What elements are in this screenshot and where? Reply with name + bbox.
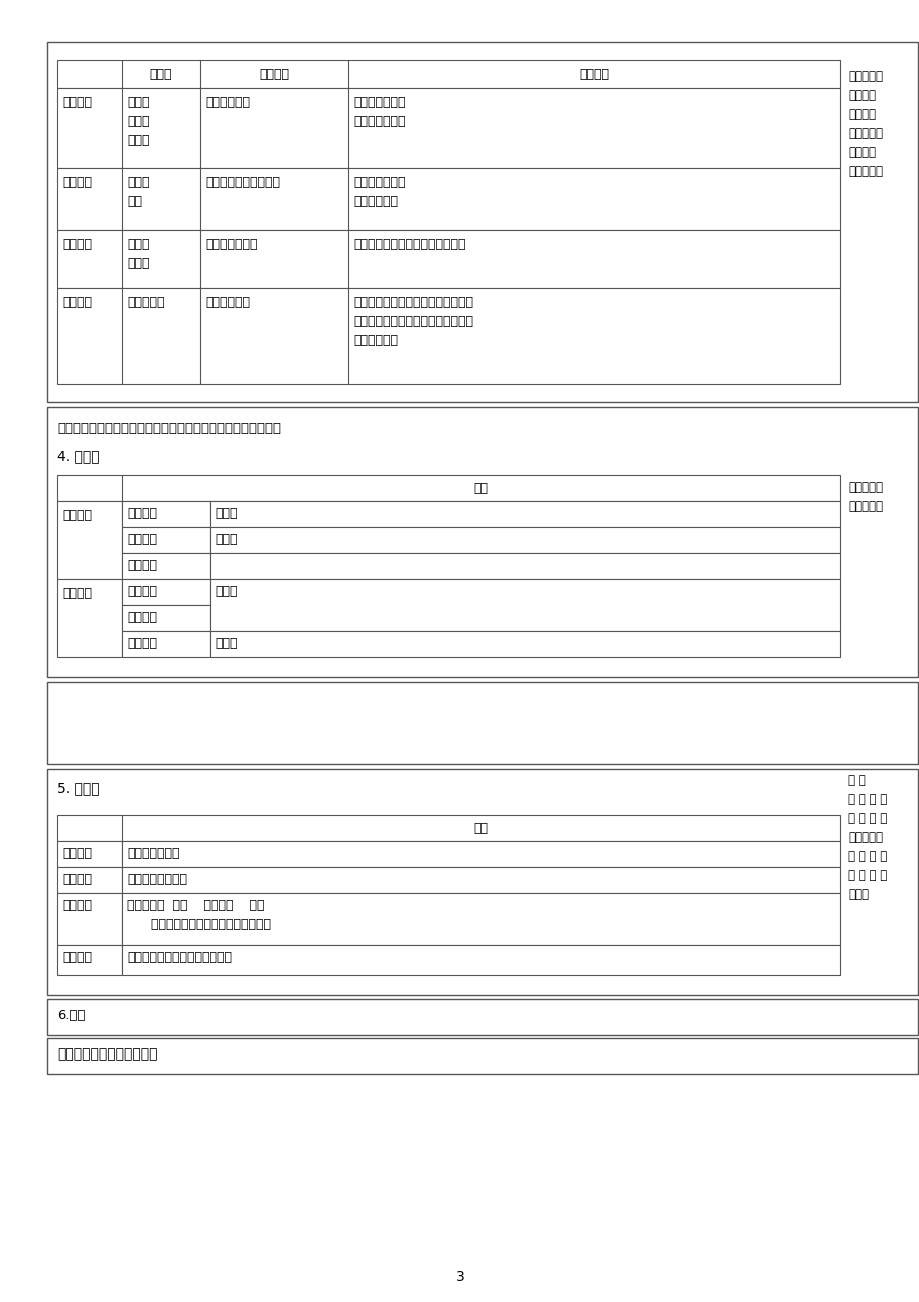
Text: 自东向西：  草原    荒漠草原    荒漠
      （西部盆地中有大面积的沙漠分布）: 自东向西： 草原 荒漠草原 荒漠 （西部盆地中有大面积的沙漠分布） <box>127 898 271 931</box>
Bar <box>57 60 839 89</box>
Bar <box>57 501 122 579</box>
Text: 5. 景观：: 5. 景观： <box>57 781 99 796</box>
Text: 红土地: 红土地 <box>215 585 237 598</box>
Text: 北方地区: 北方地区 <box>62 848 92 861</box>
Bar <box>122 893 839 945</box>
Bar <box>210 553 839 579</box>
Text: 黄土高原: 黄土高原 <box>127 559 157 572</box>
Text: 温带大陆性气候: 温带大陆性气候 <box>205 238 257 251</box>
Text: 西北地区: 西北地区 <box>62 898 92 911</box>
Text: 根据提问，
直接总结。: 根据提问， 直接总结。 <box>847 480 882 513</box>
Text: 二、四大地理区域的农业。: 二、四大地理区域的农业。 <box>57 1047 157 1061</box>
Text: 青藏地区: 青藏地区 <box>62 296 92 309</box>
Text: 高原山地气候: 高原山地气候 <box>205 296 250 309</box>
Text: 暖温带
中温带
寒温带: 暖温带 中温带 寒温带 <box>127 96 150 147</box>
Bar <box>122 501 210 527</box>
Bar <box>122 605 210 631</box>
Text: 亚热带
热带: 亚热带 热带 <box>127 176 150 208</box>
Bar <box>47 682 917 764</box>
Bar <box>122 945 839 975</box>
Bar <box>57 288 839 384</box>
Text: 温度带: 温度带 <box>150 68 172 81</box>
Text: 温带季风气候: 温带季风气候 <box>205 96 250 109</box>
Text: 亚热带常綣阔叶林: 亚热带常綣阔叶林 <box>127 874 187 885</box>
Text: 【提问】南方地区和北方地区的土壤颜色及肂沃程度有何不同？: 【提问】南方地区和北方地区的土壤颜色及肂沃程度有何不同？ <box>57 422 280 435</box>
Bar <box>47 408 917 677</box>
Text: 4. 土壤：: 4. 土壤： <box>57 449 99 464</box>
Text: 许多山峰终年积雪、冰川广布。: 许多山峰终年积雪、冰川广布。 <box>127 950 232 963</box>
Bar <box>122 527 210 553</box>
Bar <box>57 579 122 658</box>
Bar <box>122 631 210 658</box>
Text: 冬寒夏凉，年温差小，日温差大。由
于海拔高，空气稀薄，日照充足，太
阳辐射强烈。: 冬寒夏凉，年温差小，日温差大。由 于海拔高，空气稀薄，日照充足，太 阳辐射强烈。 <box>353 296 472 348</box>
Text: 云贵高原: 云贵高原 <box>127 611 157 624</box>
Text: 黑土地: 黑土地 <box>215 506 237 519</box>
Text: 土壤: 土壤 <box>473 482 488 495</box>
Text: 比较、归纳
四大地理
区域所属
温度带、气
候类型及
气候特征。: 比较、归纳 四大地理 区域所属 温度带、气 候类型及 气候特征。 <box>847 70 882 178</box>
Bar <box>57 168 839 230</box>
Bar <box>122 553 210 579</box>
Text: 景观: 景观 <box>473 822 488 835</box>
Bar <box>47 769 917 995</box>
Text: 高原气候区: 高原气候区 <box>127 296 165 309</box>
Bar <box>122 579 210 605</box>
Text: 亚热带、热带季风气候: 亚热带、热带季风气候 <box>205 176 279 189</box>
Bar <box>57 841 122 867</box>
Text: 夏季高温多雨，
冬季温暖湿润: 夏季高温多雨， 冬季温暖湿润 <box>353 176 405 208</box>
Text: 气候类型: 气候类型 <box>259 68 289 81</box>
Text: 暖温带
中温带: 暖温带 中温带 <box>127 238 150 270</box>
Text: 南方地区: 南方地区 <box>62 176 92 189</box>
Text: 南方地区: 南方地区 <box>62 874 92 885</box>
Bar <box>210 631 839 658</box>
Text: 温带落叶阔叶林: 温带落叶阔叶林 <box>127 848 179 861</box>
Text: 东北平原: 东北平原 <box>127 506 157 519</box>
Bar <box>57 230 839 288</box>
Text: 北方地区: 北方地区 <box>62 509 92 522</box>
Bar <box>210 527 839 553</box>
Text: 展 示
四 大 地 理
区 域 的 景
观图，让学
生 根 据 景
观 图 直 接
总结。: 展 示 四 大 地 理 区 域 的 景 观图，让学 生 根 据 景 观 图 直 … <box>847 773 886 901</box>
Bar <box>57 89 839 168</box>
Text: 北方地区: 北方地区 <box>62 96 92 109</box>
Text: 夏季高温多雨，
冬季寒冷干燥。: 夏季高温多雨， 冬季寒冷干燥。 <box>353 96 405 128</box>
Text: 气候特征: 气候特征 <box>578 68 608 81</box>
Bar <box>122 867 839 893</box>
Text: 南方地区: 南方地区 <box>62 587 92 600</box>
Text: 紫土地: 紫土地 <box>215 637 237 650</box>
Text: 夏季炎热，冬季寒冷，降水较少。: 夏季炎热，冬季寒冷，降水较少。 <box>353 238 465 251</box>
Bar <box>210 501 839 527</box>
Bar <box>210 579 839 631</box>
Text: 东南丘陵: 东南丘陵 <box>127 585 157 598</box>
Bar <box>57 475 839 501</box>
Text: 6.其他: 6.其他 <box>57 1009 85 1022</box>
Text: 青藏地区: 青藏地区 <box>62 950 92 963</box>
Bar <box>57 815 839 841</box>
Text: 西北地区: 西北地区 <box>62 238 92 251</box>
Text: 华北平原: 华北平原 <box>127 533 157 546</box>
Bar <box>47 42 917 402</box>
Bar <box>47 999 917 1035</box>
Text: 四川盆地: 四川盆地 <box>127 637 157 650</box>
Text: 黄土地: 黄土地 <box>215 533 237 546</box>
Bar <box>47 1038 917 1074</box>
Bar <box>122 841 839 867</box>
Bar <box>57 867 122 893</box>
Text: 3: 3 <box>455 1269 464 1284</box>
Bar <box>57 945 122 975</box>
Bar <box>57 893 122 945</box>
